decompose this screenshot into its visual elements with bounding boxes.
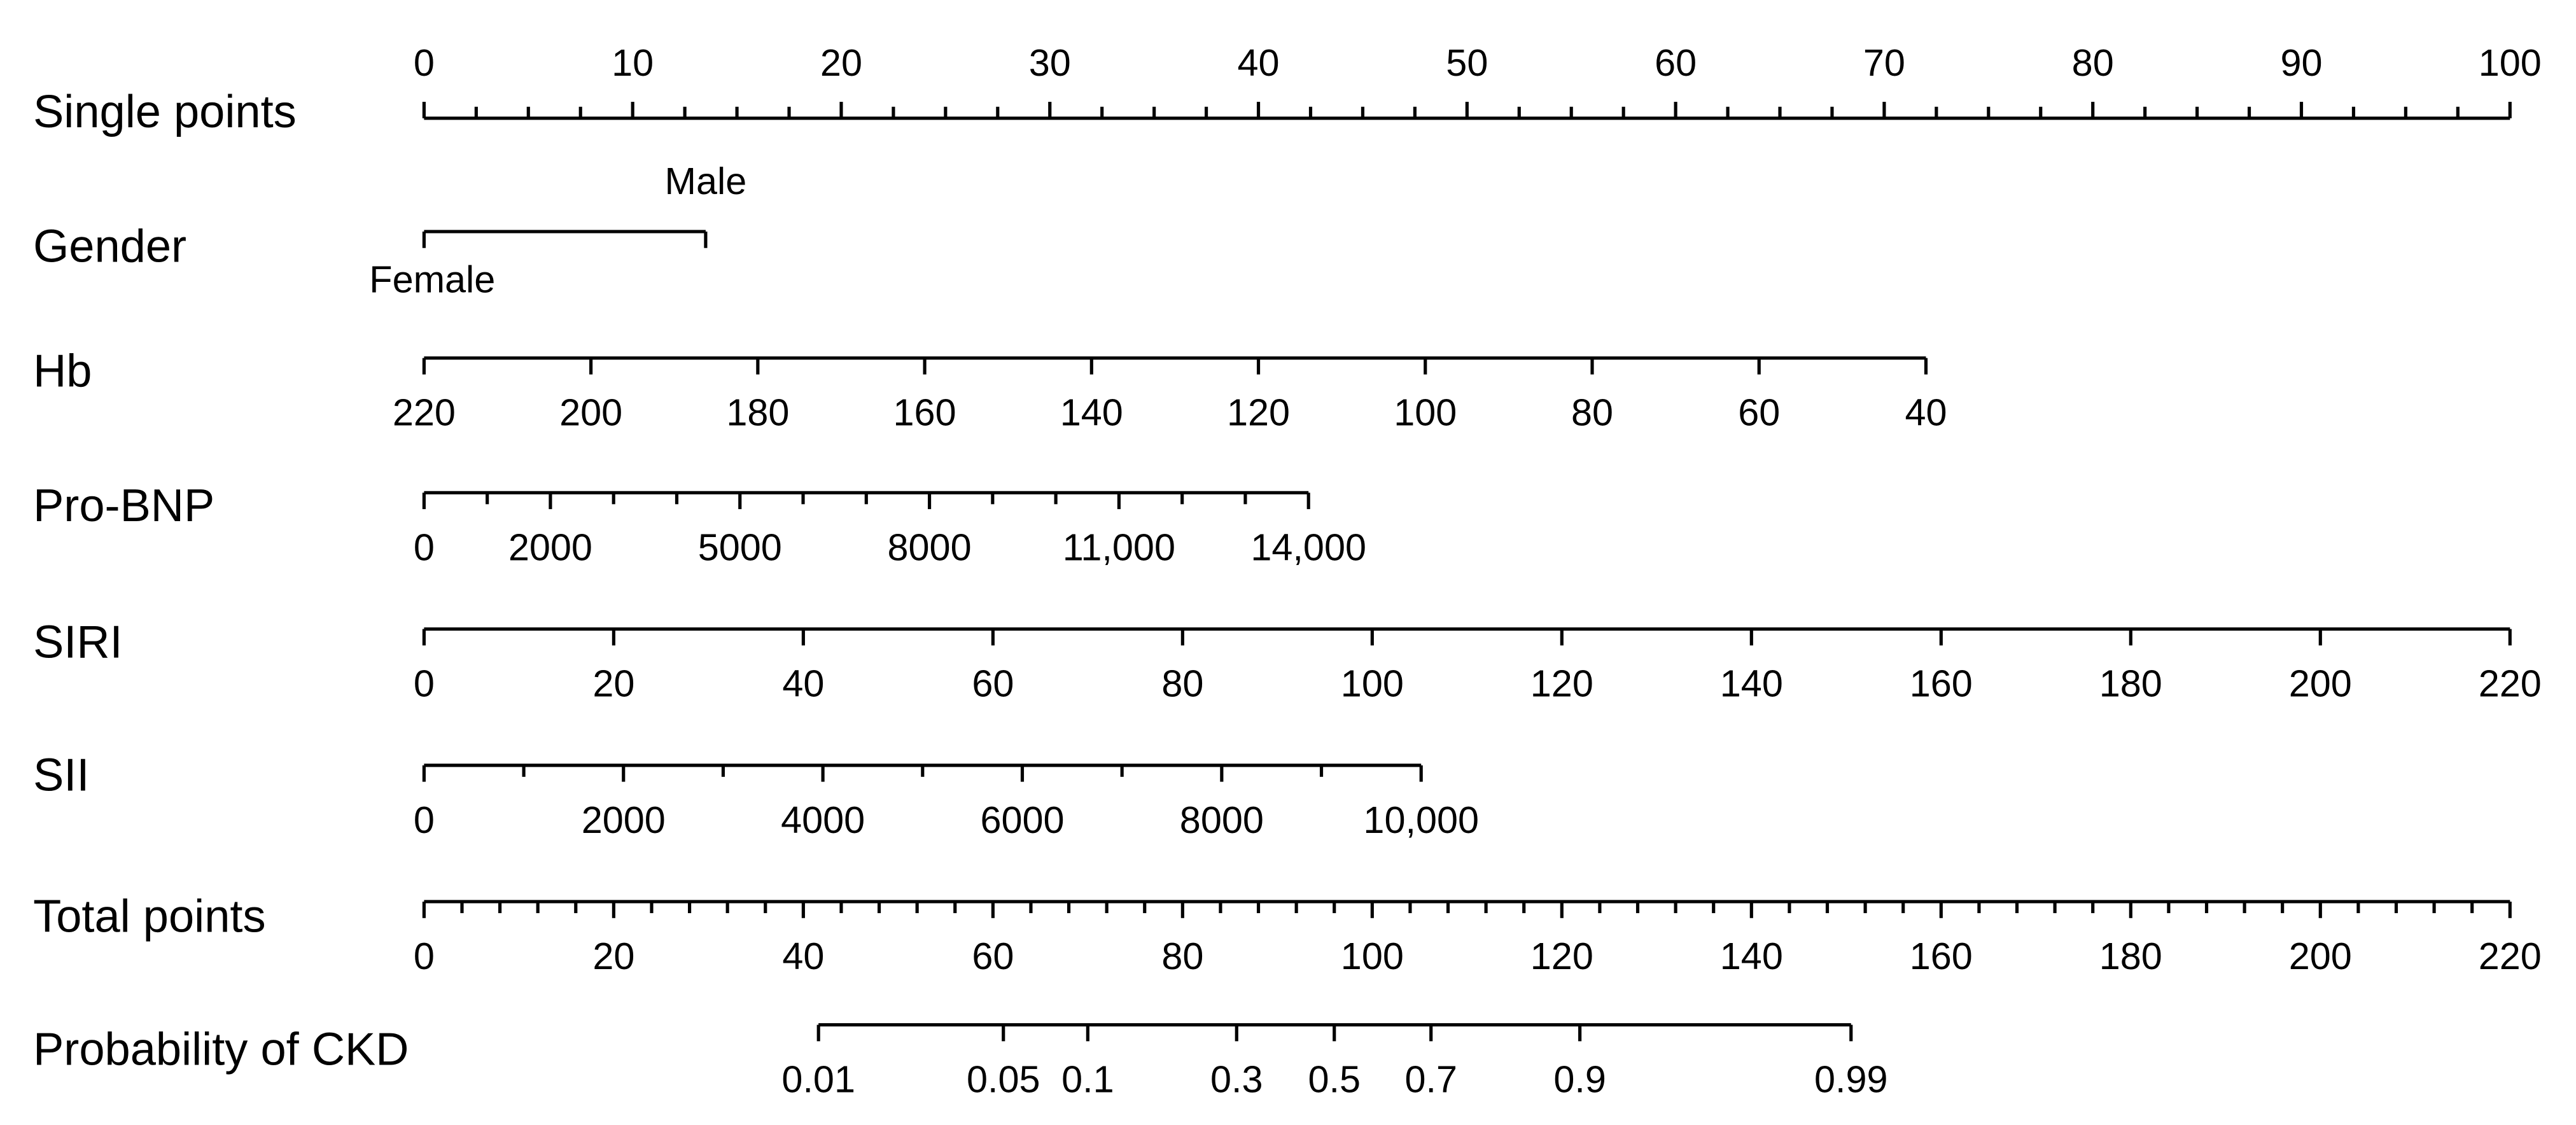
tick-label: 0 (414, 799, 435, 841)
tick-label: 8000 (888, 526, 972, 568)
tick-label: 0.1 (1061, 1058, 1114, 1101)
axis-name: SIRI (33, 617, 123, 667)
tick-label: 2000 (582, 799, 666, 841)
tick-label: 200 (2289, 935, 2352, 977)
tick-label: 30 (1029, 41, 1071, 84)
tick-label: 40 (1905, 391, 1947, 434)
tick-label: 0 (414, 526, 435, 568)
tick-label: 50 (1446, 41, 1488, 84)
tick-label: 60 (1655, 41, 1697, 84)
tick-label: 80 (1571, 391, 1613, 434)
tick-label: 60 (972, 662, 1014, 705)
tick-label: 160 (1910, 662, 1973, 705)
tick-label: 0 (414, 935, 435, 977)
tick-label: 60 (1738, 391, 1780, 434)
tick-label: 60 (972, 935, 1014, 977)
tick-label: 10 (612, 41, 654, 84)
tick-label: 0.99 (1814, 1058, 1888, 1101)
category-label: Female (369, 258, 495, 301)
tick-label: 120 (1530, 935, 1593, 977)
axis-name: SII (33, 750, 89, 800)
tick-label: 20 (592, 935, 634, 977)
tick-label: 180 (2099, 935, 2162, 977)
tick-label: 80 (2072, 41, 2114, 84)
tick-label: 80 (1161, 935, 1203, 977)
tick-label: 180 (2099, 662, 2162, 705)
tick-label: 0.05 (967, 1058, 1040, 1101)
tick-label: 10,000 (1363, 799, 1479, 841)
tick-label: 6000 (980, 799, 1064, 841)
tick-label: 200 (2289, 662, 2352, 705)
tick-label: 0.9 (1553, 1058, 1606, 1101)
axis-name: Hb (33, 346, 92, 397)
tick-label: 0 (414, 41, 435, 84)
tick-label: 20 (592, 662, 634, 705)
tick-label: 14,000 (1250, 526, 1366, 568)
category-label: Male (665, 160, 747, 202)
tick-label: 140 (1060, 391, 1123, 434)
tick-label: 8000 (1180, 799, 1264, 841)
tick-label: 160 (1910, 935, 1973, 977)
tick-label: 100 (1341, 662, 1404, 705)
axis-name: Pro-BNP (33, 480, 214, 531)
tick-label: 120 (1227, 391, 1290, 434)
tick-label: 11,000 (1063, 526, 1175, 568)
tick-label: 0.7 (1404, 1058, 1457, 1101)
axis-name: Probability of CKD (33, 1024, 409, 1075)
tick-label: 120 (1530, 662, 1593, 705)
axis-name: Gender (33, 221, 186, 272)
tick-label: 90 (2280, 41, 2322, 84)
tick-label: 4000 (781, 799, 865, 841)
tick-label: 40 (1238, 41, 1280, 84)
tick-label: 140 (1720, 662, 1783, 705)
tick-label: 40 (782, 662, 824, 705)
tick-label: 0 (414, 662, 435, 705)
tick-label: 2000 (508, 526, 592, 568)
tick-label: 100 (1341, 935, 1404, 977)
tick-label: 5000 (698, 526, 782, 568)
tick-label: 220 (2479, 662, 2542, 705)
tick-label: 70 (1863, 41, 1905, 84)
tick-label: 220 (393, 391, 456, 434)
tick-label: 160 (893, 391, 956, 434)
tick-label: 100 (2479, 41, 2542, 84)
tick-label: 0.5 (1308, 1058, 1361, 1101)
axis-name: Total points (33, 891, 265, 942)
tick-label: 20 (820, 41, 862, 84)
tick-label: 80 (1161, 662, 1203, 705)
tick-label: 140 (1720, 935, 1783, 977)
tick-label: 0.3 (1210, 1058, 1263, 1101)
tick-label: 40 (782, 935, 824, 977)
tick-label: 0.01 (781, 1058, 855, 1101)
axis-name: Single points (33, 87, 297, 137)
tick-label: 100 (1394, 391, 1457, 434)
tick-label: 220 (2479, 935, 2542, 977)
tick-label: 200 (559, 391, 622, 434)
tick-label: 180 (726, 391, 789, 434)
